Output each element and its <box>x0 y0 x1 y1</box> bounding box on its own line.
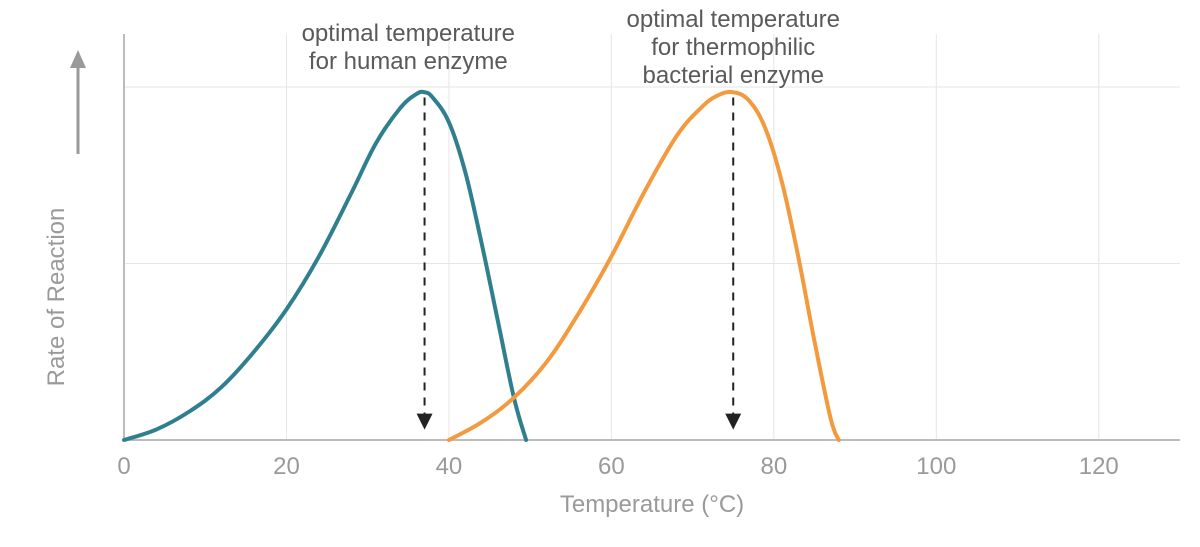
x-tick-40: 40 <box>436 453 463 480</box>
x-axis-label: Temperature (°C) <box>560 491 744 518</box>
x-tick-20: 20 <box>273 453 300 480</box>
annotation-thermophile-optimum-line-1: for thermophilic <box>651 34 815 61</box>
chart-svg: 0 20 40 60 80 100 120 Temperature (°C) Rate of R… <box>0 0 1200 547</box>
x-tick-100: 100 <box>916 453 956 480</box>
annotation-thermophile-optimum-line-0: optimal temperature <box>627 6 840 33</box>
annotation-thermophile-optimum-line-2: bacterial enzyme <box>643 62 824 89</box>
enzyme-temperature-chart: 0 20 40 60 80 100 120 Temperature (°C) Rate of R… <box>0 0 1200 547</box>
x-tick-60: 60 <box>598 453 625 480</box>
y-axis-label: Rate of Reaction <box>43 208 70 387</box>
x-tick-120: 120 <box>1079 453 1119 480</box>
annotation-human-optimum-line-1: for human enzyme <box>309 48 508 75</box>
x-tick-80: 80 <box>760 453 787 480</box>
annotation-human-optimum-line-0: optimal temperature <box>302 20 515 47</box>
x-tick-0: 0 <box>117 453 130 480</box>
